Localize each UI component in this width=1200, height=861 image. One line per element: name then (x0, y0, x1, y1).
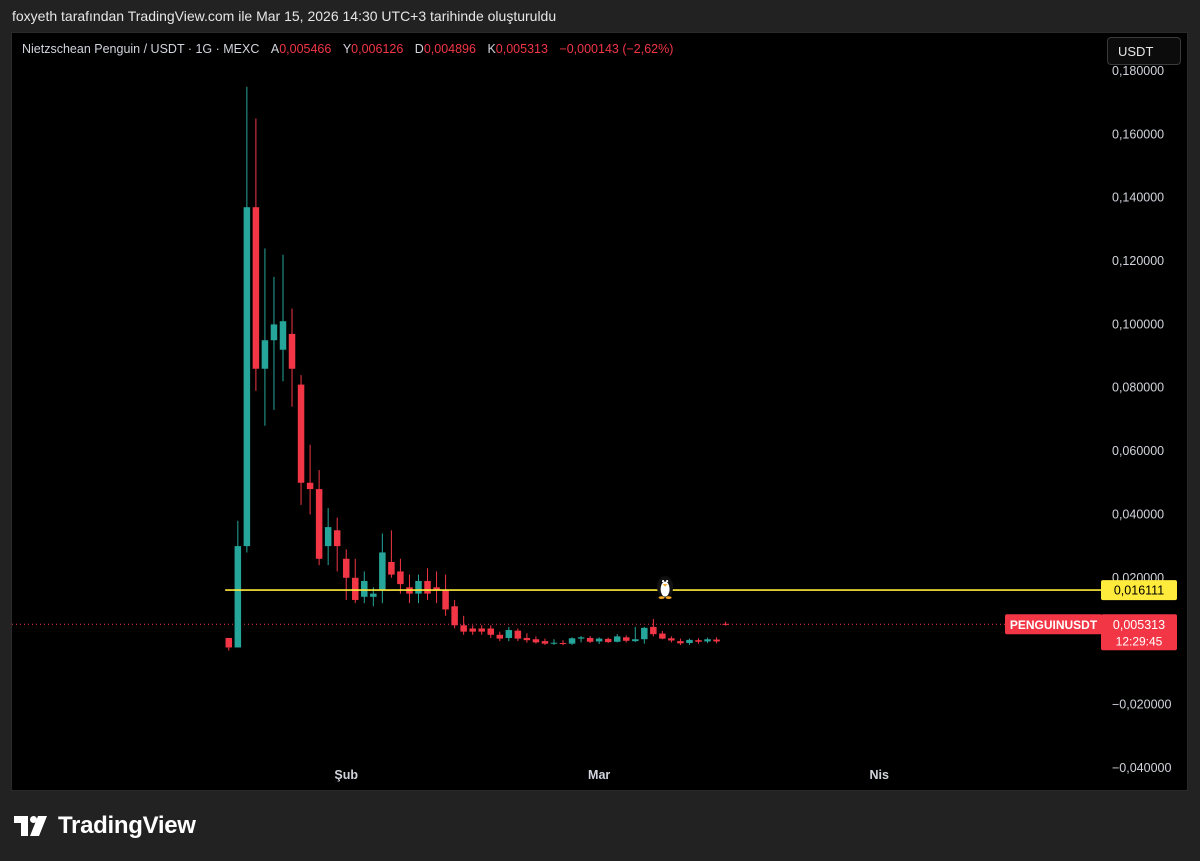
candle-body (713, 639, 720, 642)
penguin-foot (665, 596, 672, 600)
y-tick-label: 0,180000 (1112, 64, 1164, 78)
high-value: 0,006126 (351, 42, 404, 56)
candle-body (243, 207, 251, 547)
symbol-tag (1005, 614, 1102, 635)
candle-body (677, 641, 684, 644)
candle-body (288, 333, 296, 369)
candle-body (388, 561, 395, 575)
candle-body (460, 625, 467, 632)
candle-body (668, 638, 675, 641)
candle-body (333, 530, 341, 547)
high-label: Y (342, 42, 352, 56)
candle-body (577, 637, 585, 639)
candle-body (541, 641, 549, 644)
candle-body (352, 577, 359, 600)
candle-body (370, 593, 377, 597)
candle-body (315, 489, 323, 559)
candle-body (704, 639, 711, 642)
bar-countdown: 12:29:45 (1116, 634, 1163, 648)
y-tick-label: 0,080000 (1112, 381, 1164, 395)
candle-body (632, 639, 639, 642)
candle-body (604, 638, 612, 643)
y-tick-label: 0,060000 (1112, 444, 1164, 458)
candle-body (586, 637, 594, 642)
candle-body (686, 639, 693, 644)
penguin-eye (661, 580, 665, 583)
candlestick-chart[interactable]: 0,180000 0,160000 0,140000 0,120000 0,100000… (12, 33, 1187, 790)
y-tick-label: 0,100000 (1112, 317, 1164, 331)
candle-body (496, 634, 504, 639)
y-tick-label: −0,040000 (1112, 761, 1171, 775)
candle-body (415, 580, 422, 594)
tradingview-logo[interactable]: TradingView (14, 812, 196, 840)
open-label: A (270, 42, 280, 56)
chart-caption: foxyeth tarafından TradingView.com ile M… (12, 8, 557, 24)
candle-body (478, 628, 485, 632)
candle-body (622, 637, 630, 641)
candle-body (306, 482, 314, 490)
horizontal-line-value: 0,016111 (1114, 584, 1164, 598)
candle-body (397, 571, 404, 585)
symbol-tag-label: PENGUINUSDT (1010, 618, 1098, 632)
candle-body (559, 643, 567, 645)
y-tick-label: −0,020000 (1112, 697, 1171, 711)
horizontal-line-tag (1101, 580, 1177, 601)
candle-body (487, 628, 495, 635)
candle-body (234, 546, 242, 648)
candle-body (613, 636, 621, 642)
y-tick-label: 0,040000 (1112, 507, 1164, 521)
low-value: 0,004896 (423, 42, 476, 56)
candle-body (379, 552, 386, 591)
candle-body (650, 626, 657, 635)
change-value: −0,000143 (−2,62%) (559, 42, 674, 56)
candle-body (469, 628, 476, 632)
currency-button[interactable]: USDT (1107, 37, 1181, 65)
candle-body (261, 340, 269, 369)
x-tick-label: Mar (588, 768, 610, 782)
tradingview-logo-text: TradingView (58, 812, 196, 839)
symbol-legend: Nietzschean Penguin / USDT · 1G · MEXC A… (22, 42, 673, 56)
candle-body (595, 638, 603, 642)
candle-body (550, 642, 558, 644)
candle-body (451, 606, 458, 626)
y-tick-label: 0,160000 (1112, 127, 1164, 141)
open-value: 0,005466 (279, 42, 332, 56)
close-label: K (487, 42, 496, 56)
candle-body (324, 527, 332, 547)
candle-body (442, 590, 449, 610)
candle-body (532, 639, 540, 643)
candle-body (568, 638, 576, 644)
candle-body (297, 384, 305, 483)
chart-pane[interactable]: 0,180000 0,160000 0,140000 0,120000 0,100000… (11, 32, 1188, 791)
last-price-tag (1101, 614, 1177, 651)
x-tick-label: Şub (334, 768, 358, 782)
candle-body (252, 207, 260, 369)
penguin-beak (662, 584, 668, 587)
penguin-foot (658, 596, 665, 600)
candle-body (225, 637, 233, 648)
candle-body (505, 630, 513, 638)
candle-body (424, 580, 431, 594)
candle-body (659, 633, 666, 639)
candle-body (361, 580, 368, 597)
candle-body (514, 630, 522, 639)
candle-body (433, 587, 440, 591)
candle-body (270, 324, 278, 341)
low-label: D (414, 42, 424, 56)
candle-body (722, 623, 729, 625)
x-tick-label: Nis (869, 768, 889, 782)
symbol-title[interactable]: Nietzschean Penguin / USDT · 1G · MEXC (22, 42, 260, 56)
close-value: 0,005313 (495, 42, 548, 56)
penguin-belly (660, 581, 670, 597)
last-price-value: 0,005313 (1113, 618, 1165, 632)
y-tick-label: 0,120000 (1112, 254, 1164, 268)
candle-body (279, 321, 287, 350)
candle-body (523, 637, 531, 641)
candle-body (695, 640, 702, 642)
y-tick-label: 0,140000 (1112, 191, 1164, 205)
penguin-eye (665, 580, 669, 583)
candle-body (641, 627, 648, 640)
tradingview-logo-icon (14, 816, 47, 836)
candle-body (342, 558, 350, 578)
